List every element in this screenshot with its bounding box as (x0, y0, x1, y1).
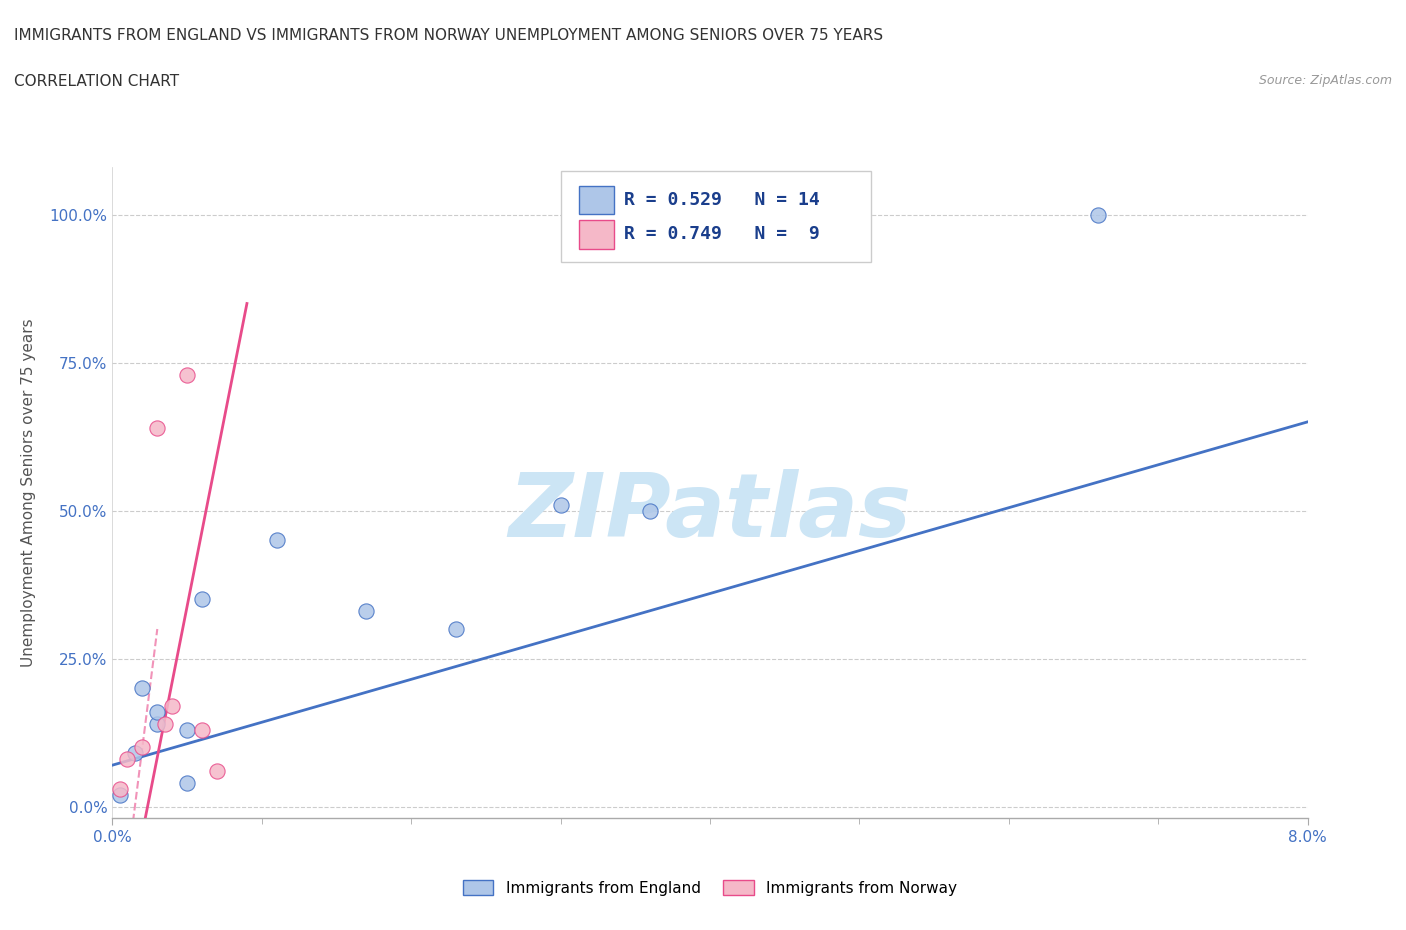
Point (640, 503, 662, 518)
Text: IMMIGRANTS FROM ENGLAND VS IMMIGRANTS FROM NORWAY UNEMPLOYMENT AMONG SENIORS OVE: IMMIGRANTS FROM ENGLAND VS IMMIGRANTS FR… (14, 28, 883, 43)
Bar (579, 220, 614, 249)
Text: R = 0.749   N =  9: R = 0.749 N = 9 (624, 225, 820, 244)
Point (146, 704, 169, 719)
Text: ZIPatlas: ZIPatlas (509, 469, 911, 556)
Point (131, 740, 153, 755)
Point (162, 698, 183, 713)
FancyBboxPatch shape (561, 171, 872, 262)
Point (205, 764, 228, 778)
Text: Source: ZipAtlas.com: Source: ZipAtlas.com (1258, 74, 1392, 87)
Point (1087, 207, 1109, 222)
Legend: Immigrants from England, Immigrants from Norway: Immigrants from England, Immigrants from… (457, 873, 963, 902)
Point (146, 716, 169, 731)
Point (124, 746, 146, 761)
Point (117, 751, 139, 766)
Point (108, 788, 131, 803)
Point (146, 420, 169, 435)
Point (356, 604, 378, 618)
Point (191, 723, 214, 737)
Point (176, 723, 198, 737)
Bar (579, 186, 614, 214)
Y-axis label: Unemployment Among Seniors over 75 years: Unemployment Among Seniors over 75 years (21, 319, 35, 667)
Point (266, 533, 288, 548)
Point (550, 498, 572, 512)
Point (153, 716, 176, 731)
Point (191, 592, 214, 607)
Point (108, 781, 131, 796)
Text: R = 0.529   N = 14: R = 0.529 N = 14 (624, 191, 820, 209)
Point (131, 681, 153, 696)
Point (176, 776, 198, 790)
Text: CORRELATION CHART: CORRELATION CHART (14, 74, 179, 89)
Point (444, 621, 467, 636)
Point (176, 367, 198, 382)
